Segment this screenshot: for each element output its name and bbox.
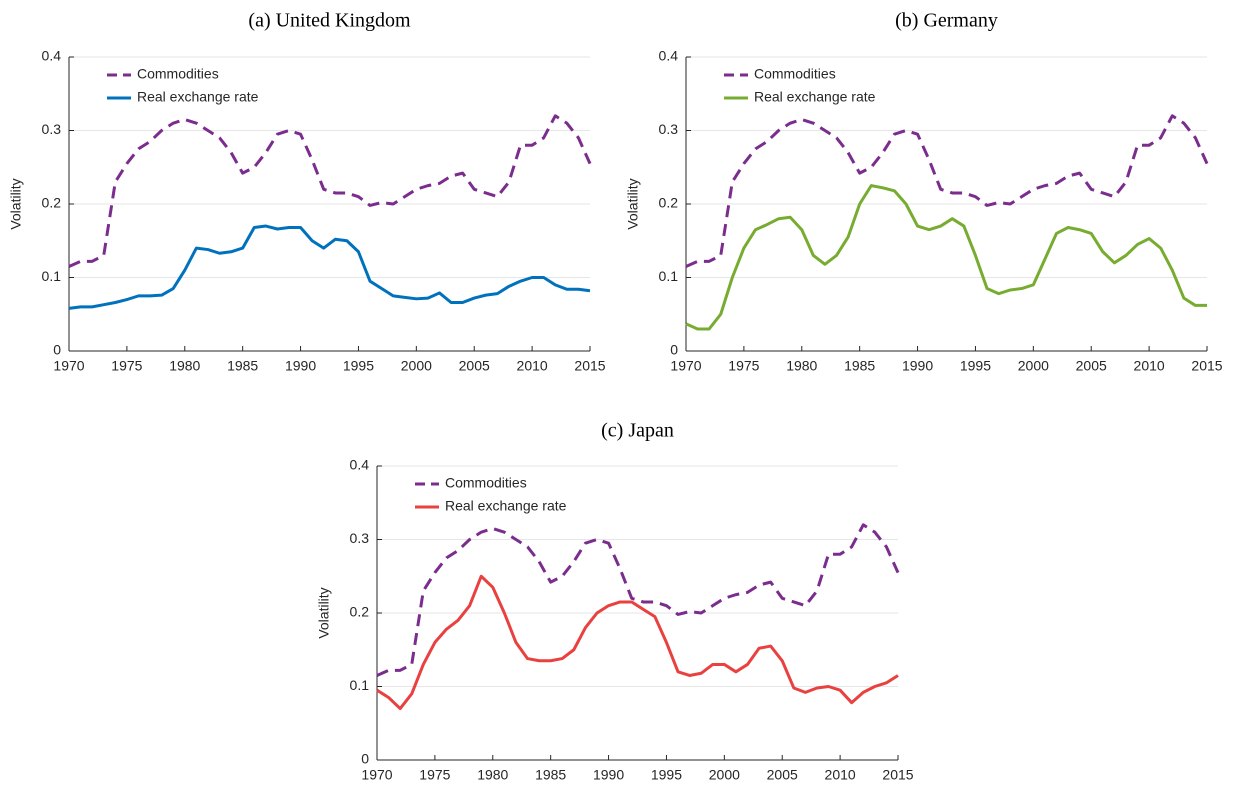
series-line (68, 114, 592, 268)
x-tick-label: 2015 (574, 358, 605, 374)
y-tick-label: 0.1 (350, 677, 370, 693)
y-tick-label: 0.2 (659, 195, 679, 211)
x-tick-label: 2010 (1134, 358, 1165, 374)
x-tick-label: 2015 (1191, 358, 1222, 374)
series-line (68, 224, 591, 310)
y-axis-label: Volatility (316, 587, 332, 638)
y-tick-label: 0 (670, 342, 678, 358)
x-tick-label: 1970 (53, 358, 84, 374)
x-tick-label: 1975 (111, 358, 142, 374)
x-tick-label: 1980 (477, 767, 508, 783)
legend-label: Real exchange rate (754, 89, 876, 105)
y-axis-label: Volatility (8, 178, 24, 229)
x-tick-label: 1990 (285, 358, 316, 374)
legend-label: Commodities (754, 66, 836, 82)
chart-title: (a) United Kingdom (248, 10, 411, 32)
x-tick-label: 1990 (593, 767, 624, 783)
y-tick-label: 0.2 (350, 604, 370, 620)
x-tick-label: 1995 (651, 767, 682, 783)
y-tick-label: 0.1 (42, 268, 62, 284)
x-tick-label: 1975 (419, 767, 450, 783)
y-axis-label: Volatility (625, 178, 641, 229)
legend-label: Commodities (137, 66, 219, 82)
y-tick-label: 0.1 (659, 268, 679, 284)
series-line (376, 523, 900, 677)
y-tick-label: 0 (361, 751, 369, 767)
x-tick-label: 2010 (825, 767, 856, 783)
series-line (685, 114, 1209, 268)
y-tick-label: 0.4 (42, 48, 62, 64)
legend-label: Real exchange rate (137, 89, 259, 105)
x-tick-label: 2005 (459, 358, 490, 374)
x-tick-label: 1970 (670, 358, 701, 374)
x-tick-label: 1985 (844, 358, 875, 374)
x-tick-label: 1975 (728, 358, 759, 374)
x-tick-label: 2000 (1018, 358, 1049, 374)
x-tick-label: 2015 (882, 767, 913, 783)
y-tick-label: 0.4 (350, 457, 370, 473)
y-tick-label: 0.4 (659, 48, 679, 64)
x-tick-label: 2005 (1076, 358, 1107, 374)
x-tick-label: 1995 (960, 358, 991, 374)
legend-label: Real exchange rate (445, 498, 567, 514)
legend-label: Commodities (445, 475, 527, 491)
y-tick-label: 0.3 (42, 121, 62, 137)
x-tick-label: 2000 (401, 358, 432, 374)
series-line (376, 574, 899, 711)
x-tick-label: 1980 (169, 358, 200, 374)
x-tick-label: 2010 (517, 358, 548, 374)
chart-title: (c) Japan (601, 420, 674, 442)
x-tick-label: 1985 (227, 358, 258, 374)
y-tick-label: 0 (53, 342, 61, 358)
x-tick-label: 2000 (709, 767, 740, 783)
x-tick-label: 1985 (535, 767, 566, 783)
chart-title: (b) Germany (895, 10, 998, 32)
y-tick-label: 0.2 (42, 195, 62, 211)
x-tick-label: 1980 (786, 358, 817, 374)
x-tick-label: 1995 (343, 358, 374, 374)
x-tick-label: 1970 (361, 767, 392, 783)
x-tick-label: 2005 (767, 767, 798, 783)
x-tick-label: 1990 (902, 358, 933, 374)
y-tick-label: 0.3 (659, 121, 679, 137)
y-tick-label: 0.3 (350, 530, 370, 546)
series-line (685, 184, 1207, 331)
